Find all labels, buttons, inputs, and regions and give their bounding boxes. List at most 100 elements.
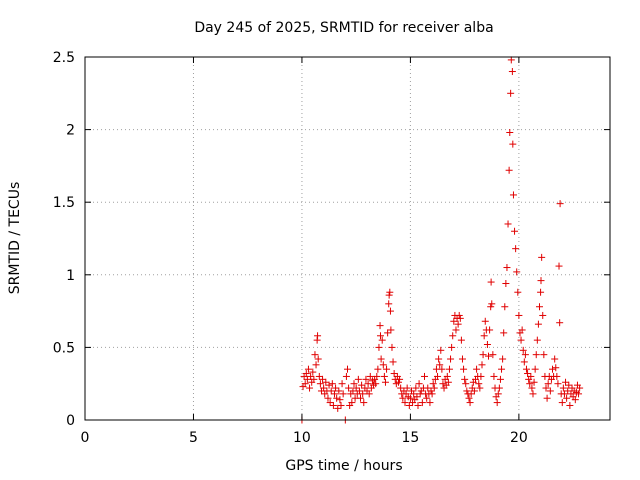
data-point bbox=[376, 322, 384, 330]
data-point bbox=[362, 375, 370, 383]
data-point bbox=[476, 384, 484, 392]
data-point bbox=[445, 365, 453, 373]
data-point bbox=[563, 394, 571, 402]
data-point bbox=[559, 384, 567, 392]
data-point bbox=[565, 381, 573, 389]
x-tick-label: 20 bbox=[510, 430, 528, 446]
data-point bbox=[355, 387, 363, 395]
data-point bbox=[310, 375, 318, 383]
data-point bbox=[386, 288, 394, 296]
data-point bbox=[348, 399, 356, 407]
data-point bbox=[427, 387, 435, 395]
data-point bbox=[307, 372, 315, 380]
data-point bbox=[354, 375, 362, 383]
data-point bbox=[449, 332, 457, 340]
data-point bbox=[519, 346, 527, 354]
data-point bbox=[383, 365, 391, 373]
data-point bbox=[309, 368, 317, 376]
data-point bbox=[335, 387, 343, 395]
data-point bbox=[332, 384, 340, 392]
data-point bbox=[377, 355, 385, 363]
data-point bbox=[381, 378, 389, 386]
data-point bbox=[443, 372, 451, 380]
data-point bbox=[366, 372, 374, 380]
grid-lines bbox=[85, 57, 610, 420]
data-point bbox=[426, 399, 434, 407]
data-point bbox=[494, 390, 502, 398]
data-point bbox=[447, 355, 455, 363]
x-tick-label: 5 bbox=[189, 430, 198, 446]
data-point bbox=[376, 332, 384, 340]
data-point bbox=[496, 375, 504, 383]
data-point bbox=[394, 378, 402, 386]
data-point bbox=[380, 372, 388, 380]
data-point bbox=[338, 380, 346, 388]
data-point bbox=[576, 384, 584, 392]
data-point bbox=[430, 384, 438, 392]
data-point bbox=[437, 346, 445, 354]
data-point bbox=[388, 343, 396, 351]
data-point bbox=[439, 380, 447, 388]
data-point bbox=[397, 384, 405, 392]
data-point bbox=[450, 317, 458, 325]
data-point bbox=[436, 361, 444, 369]
data-point bbox=[415, 380, 423, 388]
x-tick-label: 10 bbox=[293, 430, 311, 446]
data-point bbox=[537, 288, 545, 296]
data-point bbox=[421, 372, 429, 380]
data-point bbox=[499, 355, 507, 363]
data-point bbox=[480, 332, 488, 340]
data-point bbox=[543, 394, 551, 402]
data-point bbox=[434, 372, 442, 380]
data-point bbox=[435, 355, 443, 363]
data-point bbox=[467, 390, 475, 398]
data-point bbox=[350, 380, 358, 388]
data-point bbox=[326, 399, 334, 407]
data-point bbox=[444, 378, 452, 386]
data-point bbox=[470, 387, 478, 395]
data-point bbox=[502, 280, 510, 288]
data-point bbox=[384, 329, 392, 337]
y-axis-label: SRMTID / TECUs bbox=[7, 182, 23, 295]
data-point bbox=[320, 384, 328, 392]
data-point bbox=[462, 380, 470, 388]
data-point bbox=[528, 384, 536, 392]
data-point bbox=[303, 375, 311, 383]
data-point bbox=[315, 372, 323, 380]
data-point bbox=[337, 401, 345, 409]
data-point bbox=[486, 326, 494, 334]
x-tick-label: 15 bbox=[401, 430, 419, 446]
data-point bbox=[526, 380, 534, 388]
data-point bbox=[385, 300, 393, 308]
data-point bbox=[373, 372, 381, 380]
data-point bbox=[405, 401, 413, 409]
data-point bbox=[554, 380, 562, 388]
y-tick-label: 0.5 bbox=[53, 340, 75, 356]
data-point bbox=[520, 358, 528, 366]
data-point bbox=[378, 336, 386, 344]
data-point bbox=[325, 381, 333, 389]
data-point bbox=[540, 351, 548, 359]
data-point bbox=[423, 394, 431, 402]
data-point bbox=[414, 401, 422, 409]
data-point bbox=[438, 365, 446, 373]
data-point bbox=[358, 381, 366, 389]
data-point bbox=[406, 394, 414, 402]
data-point bbox=[555, 262, 563, 270]
data-point bbox=[357, 394, 365, 402]
data-point bbox=[489, 351, 497, 359]
data-point bbox=[509, 140, 517, 148]
data-point bbox=[537, 277, 545, 285]
data-point bbox=[515, 311, 523, 319]
data-point bbox=[478, 361, 486, 369]
data-point bbox=[558, 399, 566, 407]
data-point bbox=[493, 399, 501, 407]
data-point bbox=[327, 387, 335, 395]
data-point bbox=[530, 378, 538, 386]
data-point bbox=[539, 311, 547, 319]
data-point bbox=[503, 264, 511, 272]
data-point bbox=[524, 370, 532, 378]
data-point bbox=[556, 319, 564, 327]
